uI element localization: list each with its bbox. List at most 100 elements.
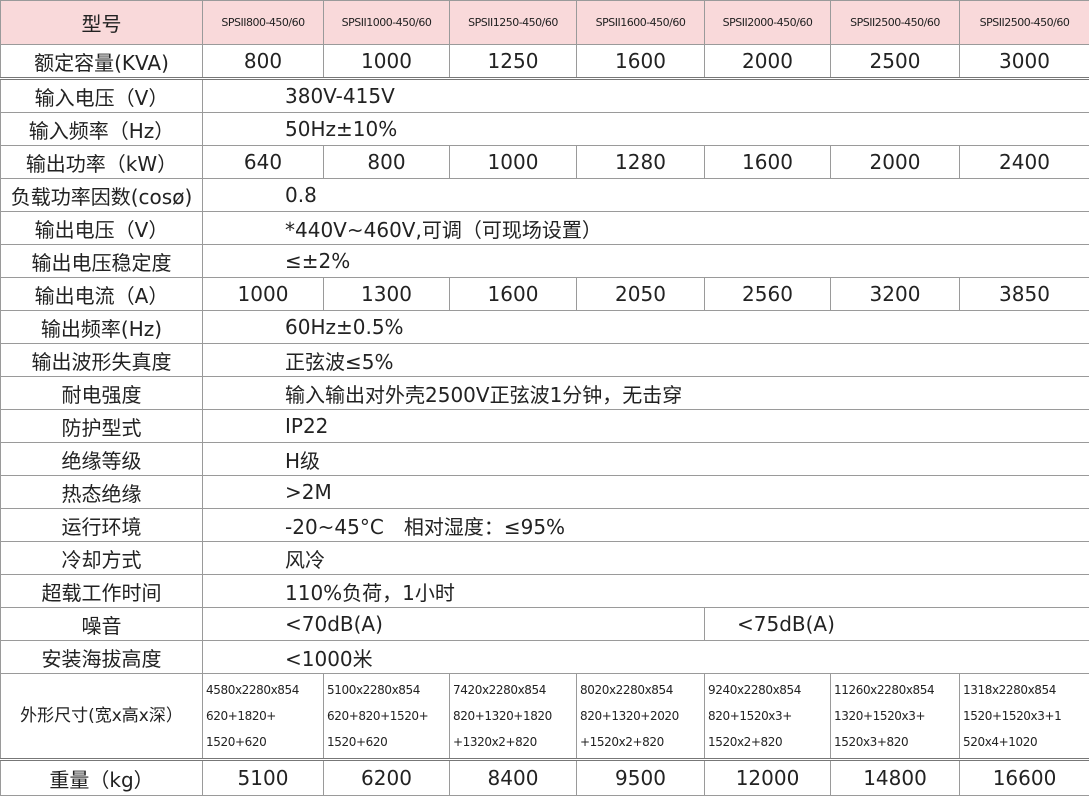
row-label: 冷却方式 (0, 541, 203, 575)
row-value: 800 (202, 44, 324, 80)
row-label: 输出波形失真度 (0, 343, 203, 377)
row-value: 风冷 (202, 541, 1089, 575)
header-label: 型号 (0, 0, 203, 45)
row-label: 热态绝缘 (0, 475, 203, 509)
table-row: 耐电强度 输入输出对外壳2500V正弦波1分钟，无击穿 (0, 376, 1089, 410)
table-row: 绝缘等级 H级 (0, 442, 1089, 476)
row-value: 2050 (576, 277, 705, 311)
row-label: 噪音 (0, 607, 203, 641)
row-value: 6200 (323, 759, 450, 796)
row-label: 输入频率（Hz） (0, 112, 203, 146)
row-value: 2000 (830, 145, 960, 179)
model-name: SPSII2500-450/60 (830, 0, 960, 45)
dimension-line: 1520+1520x3+1 (963, 709, 1062, 723)
row-value: 7420x2280x854 820+1320+1820 +1320x2+820 (449, 673, 577, 761)
row-value: 输入输出对外壳2500V正弦波1分钟，无击穿 (202, 376, 1089, 410)
row-value: <75dB(A) (704, 607, 1089, 641)
dimension-line: 1520+620 (327, 735, 388, 749)
dimension-line: 820+1520x3+ (708, 709, 792, 723)
dimension-line: 1520+620 (206, 735, 267, 749)
row-label: 超载工作时间 (0, 574, 203, 608)
dimension-line: 820+1320+2020 (580, 709, 679, 723)
row-value: 1600 (704, 145, 831, 179)
row-value: 2000 (704, 44, 831, 80)
row-label: 输出电压稳定度 (0, 244, 203, 278)
dimension-line: 4580x2280x854 (206, 683, 299, 697)
row-value: 12000 (704, 759, 831, 796)
row-value: 800 (323, 145, 450, 179)
row-value: 380V-415V (202, 78, 1089, 113)
row-label: 运行环境 (0, 508, 203, 542)
dimension-line: 1318x2280x854 (963, 683, 1056, 697)
row-value: 2500 (830, 44, 960, 80)
row-value: 1000 (449, 145, 577, 179)
row-value: 11260x2280x854 1320+1520x3+ 1520x3+820 (830, 673, 960, 761)
row-value: 50Hz±10% (202, 112, 1089, 146)
table-row: 运行环境 -20~45°C 相对湿度：≤95% (0, 508, 1089, 542)
table-row: 输出电流（A） 1000 1300 1600 2050 2560 3200 3850 (0, 277, 1089, 311)
row-value: >2M (202, 475, 1089, 509)
row-label: 安装海拔高度 (0, 640, 203, 674)
dimension-line: 820+1320+1820 (453, 709, 552, 723)
table-row: 输出电压（V） *440V~460V,可调（可现场设置） (0, 211, 1089, 245)
dimension-line: 620+1820+ (206, 709, 276, 723)
model-name: SPSII2000-450/60 (704, 0, 831, 45)
row-value: 1000 (202, 277, 324, 311)
row-label: 额定容量(KVA) (0, 44, 203, 80)
weight-row: 重量（kg） 5100 6200 8400 9500 12000 14800 16600 (0, 759, 1089, 796)
row-value: 110%负荷，1小时 (202, 574, 1089, 608)
table-row: 输入频率（Hz） 50Hz±10% (0, 112, 1089, 146)
header-row: 型号 SPSII800-450/60 SPSII1000-450/60 SPSII12… (0, 0, 1089, 45)
row-value: 640 (202, 145, 324, 179)
row-value: 1600 (449, 277, 577, 311)
row-label: 防护型式 (0, 409, 203, 443)
table-row: 输出波形失真度 正弦波≤5% (0, 343, 1089, 377)
row-value: <70dB(A) (202, 607, 705, 641)
dimensions-row: 外形尺寸(宽x高x深） 4580x2280x854 620+1820+ 1520+62… (0, 673, 1089, 761)
noise-row: 噪音 <70dB(A) <75dB(A) (0, 607, 1089, 641)
row-label: 耐电强度 (0, 376, 203, 410)
row-value: 1250 (449, 44, 577, 80)
row-value: 9500 (576, 759, 705, 796)
row-value: 9240x2280x854 820+1520x3+ 1520x2+820 (704, 673, 831, 761)
row-value: 1000 (323, 44, 450, 80)
row-value: 1300 (323, 277, 450, 311)
dimension-line: 7420x2280x854 (453, 683, 546, 697)
row-label: 负载功率因数(cosø) (0, 178, 203, 212)
row-label: 输出频率(Hz) (0, 310, 203, 344)
table-row: 热态绝缘 >2M (0, 475, 1089, 509)
row-value: 2560 (704, 277, 831, 311)
dimension-line: +1320x2+820 (453, 735, 537, 749)
dimension-line: 5100x2280x854 (327, 683, 420, 697)
table-row: 负载功率因数(cosø) 0.8 (0, 178, 1089, 212)
dimension-line: 1520x3+820 (834, 735, 909, 749)
row-value: 8400 (449, 759, 577, 796)
row-label: 输入电压（V） (0, 78, 203, 113)
row-value: IP22 (202, 409, 1089, 443)
row-label: 重量（kg） (0, 759, 203, 796)
row-value: 16600 (959, 759, 1089, 796)
row-value: 正弦波≤5% (202, 343, 1089, 377)
dimension-line: 520x4+1020 (963, 735, 1038, 749)
table-row: 输出功率（kW） 640 800 1000 1280 1600 2000 2400 (0, 145, 1089, 179)
dimension-line: +1520x2+820 (580, 735, 664, 749)
dimension-line: 620+820+1520+ (327, 709, 429, 723)
row-value: 0.8 (202, 178, 1089, 212)
row-value: 1318x2280x854 1520+1520x3+1 520x4+1020 (959, 673, 1089, 761)
model-name: SPSII1000-450/60 (323, 0, 450, 45)
row-label: 输出电压（V） (0, 211, 203, 245)
model-name: SPSII1250-450/60 (449, 0, 577, 45)
altitude-row: 安装海拔高度 <1000米 (0, 640, 1089, 674)
row-value: -20~45°C 相对湿度：≤95% (202, 508, 1089, 542)
row-value: 4580x2280x854 620+1820+ 1520+620 (202, 673, 324, 761)
model-name: SPSII800-450/60 (202, 0, 324, 45)
row-label: 输出功率（kW） (0, 145, 203, 179)
row-value: 3000 (959, 44, 1089, 80)
row-value: <1000米 (202, 640, 1089, 674)
dimension-line: 9240x2280x854 (708, 683, 801, 697)
row-value: 1280 (576, 145, 705, 179)
row-label: 外形尺寸(宽x高x深） (0, 673, 203, 761)
model-name: SPSII1600-450/60 (576, 0, 705, 45)
table-row: 冷却方式 风冷 (0, 541, 1089, 575)
